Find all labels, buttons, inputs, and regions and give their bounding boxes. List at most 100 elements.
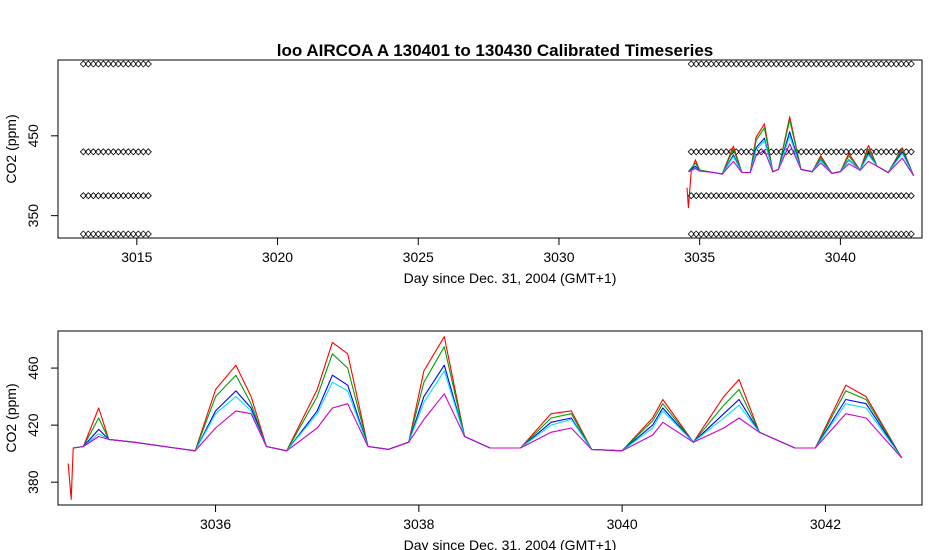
calibration-marker bbox=[822, 230, 830, 238]
chart-title: loo AIRCOA A 130401 to 130430 Calibrated… bbox=[277, 41, 714, 60]
calibration-marker bbox=[697, 230, 705, 238]
calibration-marker bbox=[84, 230, 92, 238]
calibration-marker bbox=[747, 230, 755, 238]
calibration-marker bbox=[687, 230, 695, 238]
calibration-marker bbox=[99, 230, 107, 238]
calibration-marker bbox=[827, 192, 835, 200]
x-tick-label: 3015 bbox=[121, 249, 152, 265]
calibration-marker bbox=[702, 148, 710, 156]
calibration-marker bbox=[707, 192, 715, 200]
calibration-marker bbox=[847, 192, 855, 200]
calibration-marker bbox=[807, 148, 815, 156]
calibration-marker bbox=[832, 192, 840, 200]
calibration-marker bbox=[89, 230, 97, 238]
calibration-marker bbox=[877, 60, 885, 68]
x-axis-label: Day since Dec. 31, 2004 (GMT+1) bbox=[404, 537, 617, 550]
x-tick-label: 3042 bbox=[810, 516, 841, 532]
calibration-marker bbox=[129, 192, 137, 200]
calibration-marker bbox=[852, 148, 860, 156]
series-line-4 bbox=[688, 143, 915, 176]
calibration-marker bbox=[907, 148, 915, 156]
y-axis-label: CO2 (ppm) bbox=[3, 114, 19, 183]
calibration-marker bbox=[882, 148, 890, 156]
calibration-marker bbox=[862, 60, 870, 68]
calibration-marker bbox=[897, 230, 905, 238]
calibration-marker bbox=[877, 148, 885, 156]
calibration-marker bbox=[852, 60, 860, 68]
calibration-marker bbox=[797, 230, 805, 238]
calibration-marker bbox=[857, 192, 865, 200]
calibration-marker bbox=[792, 230, 800, 238]
calibration-marker bbox=[717, 60, 725, 68]
calibration-marker bbox=[872, 148, 880, 156]
calibration-marker bbox=[114, 230, 122, 238]
x-tick-label: 3040 bbox=[607, 516, 638, 532]
calibration-marker bbox=[842, 192, 850, 200]
y-tick-label: 450 bbox=[25, 124, 41, 148]
calibration-marker bbox=[797, 148, 805, 156]
calibration-marker bbox=[802, 192, 810, 200]
calibration-marker bbox=[907, 192, 915, 200]
x-tick-label: 3040 bbox=[825, 249, 856, 265]
calibration-marker bbox=[707, 60, 715, 68]
calibration-marker bbox=[722, 192, 730, 200]
calibration-marker bbox=[752, 192, 760, 200]
calibration-marker bbox=[822, 148, 830, 156]
calibration-marker bbox=[847, 148, 855, 156]
calibration-marker bbox=[812, 230, 820, 238]
y-tick-label: 460 bbox=[25, 356, 41, 380]
calibration-marker bbox=[827, 148, 835, 156]
calibration-marker bbox=[772, 60, 780, 68]
calibration-marker bbox=[692, 148, 700, 156]
calibration-marker bbox=[757, 192, 765, 200]
calibration-marker bbox=[787, 60, 795, 68]
calibration-marker bbox=[752, 230, 760, 238]
calibration-marker bbox=[772, 192, 780, 200]
calibration-marker bbox=[817, 60, 825, 68]
calibration-marker bbox=[114, 192, 122, 200]
calibration-marker bbox=[787, 192, 795, 200]
calibration-marker bbox=[892, 192, 900, 200]
calibration-marker bbox=[124, 230, 132, 238]
calibration-marker bbox=[847, 230, 855, 238]
calibration-marker bbox=[139, 230, 147, 238]
calibration-marker bbox=[144, 60, 152, 68]
calibration-marker bbox=[84, 60, 92, 68]
calibration-marker bbox=[104, 60, 112, 68]
calibration-marker bbox=[687, 148, 695, 156]
calibration-marker bbox=[697, 192, 705, 200]
calibration-marker bbox=[687, 192, 695, 200]
calibration-marker bbox=[702, 192, 710, 200]
calibration-marker bbox=[787, 148, 795, 156]
calibration-marker bbox=[797, 60, 805, 68]
calibration-marker bbox=[757, 60, 765, 68]
calibration-marker bbox=[777, 230, 785, 238]
calibration-marker bbox=[742, 148, 750, 156]
calibration-marker bbox=[837, 192, 845, 200]
calibration-marker bbox=[782, 192, 790, 200]
y-tick-label: 350 bbox=[25, 204, 41, 228]
calibration-marker bbox=[712, 60, 720, 68]
calibration-marker bbox=[882, 230, 890, 238]
calibration-marker bbox=[817, 230, 825, 238]
calibration-marker bbox=[762, 60, 770, 68]
calibration-marker bbox=[767, 148, 775, 156]
calibration-marker bbox=[747, 60, 755, 68]
calibration-marker bbox=[832, 148, 840, 156]
calibration-marker bbox=[827, 60, 835, 68]
calibration-marker bbox=[742, 60, 750, 68]
calibration-marker bbox=[717, 192, 725, 200]
calibration-marker bbox=[94, 192, 102, 200]
calibration-marker bbox=[842, 230, 850, 238]
calibration-marker bbox=[134, 230, 142, 238]
calibration-marker bbox=[757, 230, 765, 238]
calibration-marker bbox=[832, 230, 840, 238]
calibration-marker bbox=[89, 60, 97, 68]
calibration-marker bbox=[787, 230, 795, 238]
calibration-marker bbox=[79, 60, 87, 68]
calibration-marker bbox=[812, 148, 820, 156]
calibration-marker bbox=[907, 230, 915, 238]
calibration-marker bbox=[792, 60, 800, 68]
calibration-marker bbox=[747, 192, 755, 200]
